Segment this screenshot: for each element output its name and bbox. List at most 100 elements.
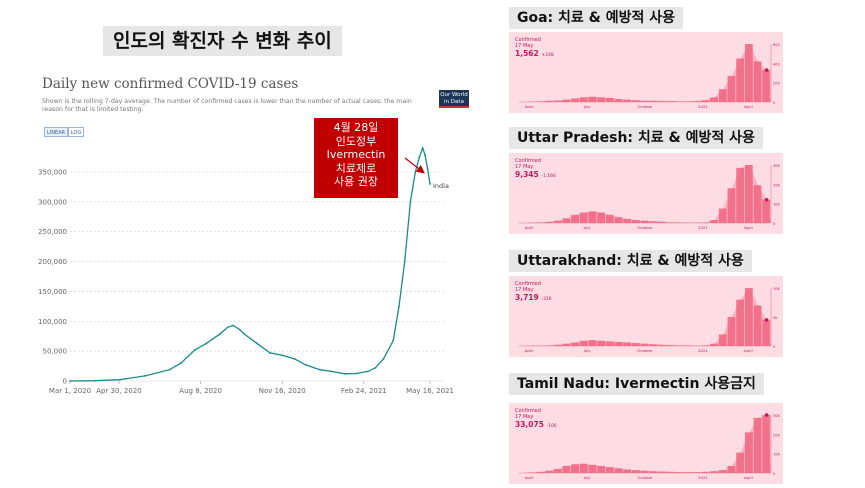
- panel-bar: [631, 343, 640, 346]
- panel-y-tick: 5K: [773, 316, 778, 320]
- series-point: [418, 156, 421, 158]
- series-point: [232, 324, 235, 327]
- x-tick-label: Nov 16, 2020: [259, 387, 306, 395]
- panel-bar: [545, 345, 553, 346]
- panel-bar: [727, 188, 736, 223]
- panel-bar: [701, 345, 710, 346]
- panel-chart-uttar-pradesh: 30K 20K 10K 0 April July October 2021 April: [519, 164, 780, 230]
- panel-label-uttarakhand: Uttarakhand: 치료 & 예방적 사용: [509, 250, 752, 272]
- panel-x-tick: April: [525, 104, 534, 109]
- panel-bar: [571, 342, 579, 346]
- panel-bar: [536, 101, 545, 102]
- log-toggle-button[interactable]: LOG: [68, 127, 84, 137]
- panel-area: [519, 288, 771, 346]
- panel-y-tick: 20K: [773, 433, 780, 437]
- panel-bar: [666, 471, 675, 473]
- y-tick-label: 0: [63, 378, 67, 386]
- panel-bar: [588, 464, 597, 473]
- chart-title: Daily new confirmed COVID-19 cases: [42, 76, 299, 92]
- panel-bar: [762, 319, 771, 346]
- panel-bar: [614, 341, 623, 346]
- y-tick-label: 350,000: [38, 169, 67, 177]
- panel-y-tick: 0: [773, 472, 775, 476]
- panel-bar: [623, 99, 632, 102]
- panel-x-tick: October: [637, 475, 653, 480]
- panel-bar: [597, 466, 606, 473]
- panel-bar: [579, 340, 588, 346]
- x-tick-label: Aug 8, 2020: [179, 387, 222, 395]
- panel-bar: [553, 468, 562, 473]
- series-point: [226, 326, 229, 329]
- panel-bar: [614, 468, 623, 473]
- callout-line: 사용 권장: [334, 175, 378, 189]
- panel-bar: [579, 212, 588, 223]
- panel-bar: [718, 208, 727, 223]
- panel-bar: [545, 221, 553, 223]
- series-point: [305, 363, 307, 366]
- series-point: [243, 333, 246, 336]
- panel-bar: [744, 288, 753, 346]
- panel-x-tick: April: [525, 225, 534, 230]
- panel-bar: [631, 470, 640, 473]
- panel-bar: [562, 466, 571, 473]
- panel-tamil-nadu: Confirmed 17 May 33,075 -106 30K 20K 10K 0 Ap…: [509, 403, 783, 484]
- panel-bar: [562, 343, 571, 346]
- panel-bar: [623, 469, 632, 473]
- panel-label-uttar-pradesh: Uttar Pradesh: 치료 & 예방적 사용: [509, 127, 763, 149]
- series-point: [293, 358, 296, 360]
- panel-y-tick: 10K: [773, 287, 780, 291]
- slide-title: 인도의 확진자 수 변화 추이: [103, 26, 342, 56]
- callout-line: Ivermectin: [326, 148, 386, 162]
- series-point: [424, 154, 427, 157]
- series-point: [193, 349, 196, 351]
- panel-bar: [588, 211, 597, 223]
- panel-bar: [744, 44, 753, 102]
- y-tick-label: 150,000: [38, 288, 67, 296]
- panel-confirmed-label: Confirmed 17 May: [515, 281, 541, 293]
- panel-bar: [623, 218, 632, 223]
- panel-bar: [605, 97, 614, 102]
- panel-confirmed-number: 1,562 +248: [515, 49, 554, 58]
- x-axis-tick-labels: Mar 1, 2020 Apr 30, 2020 Aug 8, 2020 Nov 16…: [49, 381, 454, 395]
- panel-bar: [762, 70, 771, 102]
- panel-bar: [562, 99, 571, 102]
- chart-gridlines: [70, 171, 444, 382]
- panel-x-tick: July: [583, 104, 592, 109]
- series-point: [269, 352, 271, 354]
- panel-bar: [658, 101, 666, 102]
- panel-bar: [640, 470, 649, 473]
- panel-label-goa: Goa: 치료 & 예방적 사용: [509, 7, 684, 29]
- panel-bar: [631, 220, 640, 223]
- panel-bar: [684, 345, 692, 346]
- series-point: [374, 366, 377, 369]
- panel-bar: [571, 214, 579, 223]
- y-tick-label: 250,000: [38, 228, 67, 236]
- panel-last-point: [764, 198, 769, 202]
- linear-toggle-button[interactable]: LINEAR: [44, 127, 68, 137]
- series-point: [403, 260, 406, 263]
- panel-confirmed-number: 3,719 -326: [515, 293, 552, 302]
- panel-bar: [649, 471, 658, 473]
- panel-chart-uttarakhand: 10K 5K 0 April July October 2021 April: [519, 287, 780, 353]
- panel-x-tick: October: [637, 348, 653, 353]
- x-tick-label: May 16, 2021: [406, 387, 454, 395]
- panel-bar: [736, 299, 745, 346]
- panel-y-tick: 0: [773, 222, 775, 226]
- panel-bar: [597, 97, 606, 102]
- panel-bar: [658, 471, 666, 473]
- series-point: [421, 147, 424, 150]
- series-point: [205, 342, 208, 345]
- series-point: [94, 379, 97, 382]
- series-point: [382, 358, 385, 360]
- panel-bar: [640, 343, 649, 346]
- y-tick-label: 300,000: [38, 198, 67, 206]
- panel-bar: [605, 467, 614, 473]
- x-tick-label: Feb 24, 2021: [341, 387, 387, 395]
- series-point: [429, 183, 431, 185]
- panel-bar: [666, 101, 675, 102]
- panel-x-tick: April: [525, 348, 534, 353]
- panel-bar: [736, 58, 745, 102]
- panel-bar: [753, 185, 762, 223]
- panel-x-tick: October: [637, 104, 653, 109]
- panel-confirmed-label: Confirmed 17 May: [515, 408, 541, 420]
